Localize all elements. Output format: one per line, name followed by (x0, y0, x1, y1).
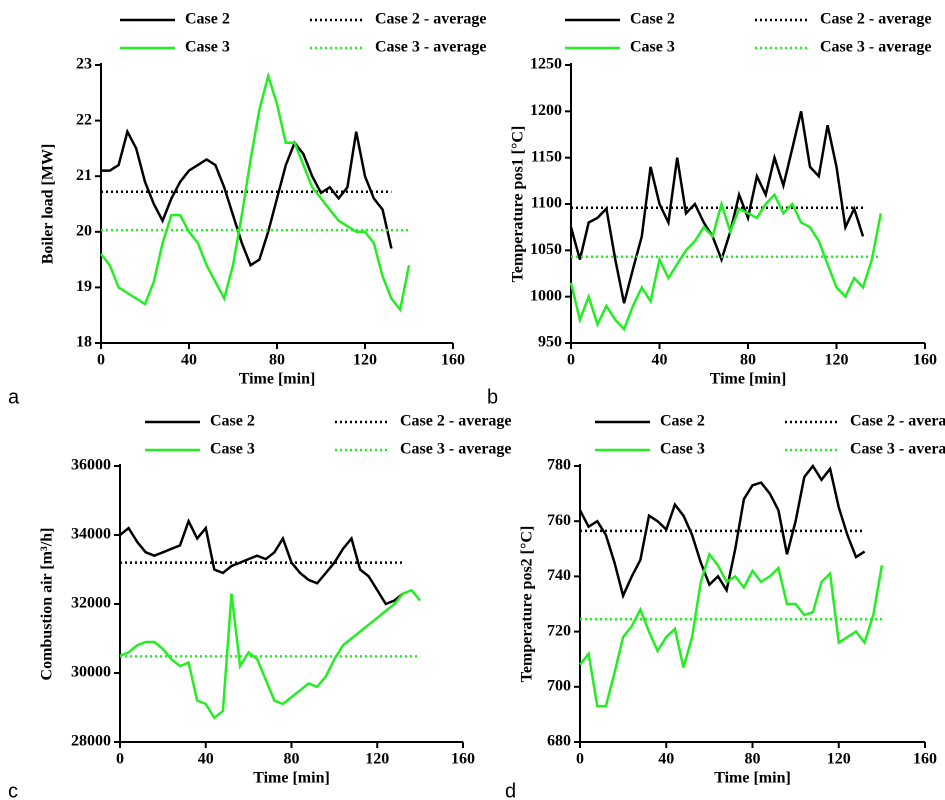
y-axis-label: Temperature pos1 [°C] (510, 126, 527, 283)
legend-label: Case 3 (660, 441, 705, 458)
legend-label: Case 3 - average (400, 441, 512, 458)
legend-label: Case 2 (210, 413, 255, 430)
y-tick-label: 1250 (530, 56, 562, 73)
panel-label: b (487, 386, 498, 408)
legend-label: Case 3 (210, 441, 255, 458)
x-tick-label: 80 (284, 751, 300, 768)
series-line (569, 192, 883, 332)
x-tick-label: 80 (745, 751, 761, 768)
x-tick-label: 120 (825, 352, 849, 369)
legend-label: Case 2 (185, 11, 230, 28)
x-tick-label: 40 (652, 352, 668, 369)
x-tick-label: 0 (567, 352, 575, 369)
series-line (119, 588, 422, 720)
y-tick-label: 1100 (531, 195, 562, 212)
y-axis-label: Boiler load [MW] (40, 144, 57, 265)
x-tick-label: 160 (451, 751, 475, 768)
legend-label: Case 3 (630, 39, 675, 56)
y-tick-label: 32000 (71, 595, 111, 612)
panel-label: d (505, 780, 516, 800)
y-tick-label: 19 (76, 278, 92, 295)
legend-label: Case 3 (185, 39, 230, 56)
series-line (578, 463, 866, 600)
x-tick-label: 120 (353, 352, 377, 369)
y-axis-label: Combustion air [m³/h] (39, 528, 56, 681)
panel-label: c (8, 780, 18, 800)
y-tick-label: 28000 (71, 733, 111, 750)
legend-label: Case 3 - average (820, 39, 932, 56)
series-line (100, 71, 411, 313)
series-line (569, 111, 865, 304)
y-tick-label: 700 (547, 677, 571, 694)
legend-label: Case 3 - average (375, 39, 487, 56)
legend-label: Case 2 - average (375, 11, 487, 28)
x-tick-label: 0 (97, 352, 105, 369)
x-axis-label: Time [min] (710, 371, 787, 388)
y-tick-label: 18 (76, 334, 92, 351)
y-tick-label: 1150 (531, 148, 562, 165)
x-axis-label: Time [min] (714, 770, 791, 787)
y-tick-label: 950 (538, 334, 562, 351)
x-tick-label: 160 (441, 352, 465, 369)
x-tick-label: 80 (740, 352, 756, 369)
x-tick-label: 120 (365, 751, 389, 768)
y-tick-label: 780 (547, 457, 571, 474)
x-tick-label: 40 (658, 751, 674, 768)
legend-label: Case 3 - average (850, 441, 945, 458)
panel-label: a (8, 386, 20, 408)
y-tick-label: 1000 (530, 287, 562, 304)
series-line (119, 518, 404, 606)
x-tick-label: 0 (576, 751, 584, 768)
x-tick-label: 40 (198, 751, 214, 768)
legend-label: Case 2 (630, 11, 675, 28)
y-tick-label: 1050 (530, 241, 562, 258)
y-tick-label: 760 (547, 512, 571, 529)
y-tick-label: 30000 (71, 664, 111, 681)
y-tick-label: 22 (76, 111, 92, 128)
x-tick-label: 0 (116, 751, 124, 768)
x-tick-label: 80 (269, 352, 285, 369)
x-tick-label: 120 (827, 751, 851, 768)
y-axis-label: Temperature pos2 [°C] (519, 526, 536, 683)
y-tick-label: 1200 (530, 102, 562, 119)
x-axis-label: Time [min] (253, 770, 330, 787)
y-tick-label: 20 (76, 222, 92, 239)
legend-label: Case 2 - average (820, 11, 932, 28)
x-axis-label: Time [min] (239, 371, 316, 388)
legend-label: Case 2 - average (400, 413, 512, 430)
y-tick-label: 740 (547, 567, 571, 584)
y-tick-label: 21 (76, 167, 92, 184)
y-tick-label: 36000 (71, 457, 111, 474)
legend-label: Case 2 - average (850, 413, 945, 430)
x-tick-label: 160 (913, 352, 937, 369)
legend-label: Case 2 (660, 413, 705, 430)
y-tick-label: 23 (76, 56, 92, 73)
x-tick-label: 40 (181, 352, 197, 369)
series-line (101, 128, 393, 268)
y-tick-label: 720 (547, 622, 571, 639)
y-tick-label: 680 (547, 733, 571, 750)
x-tick-label: 160 (913, 751, 937, 768)
y-tick-label: 34000 (71, 526, 111, 543)
series-line (579, 551, 884, 708)
